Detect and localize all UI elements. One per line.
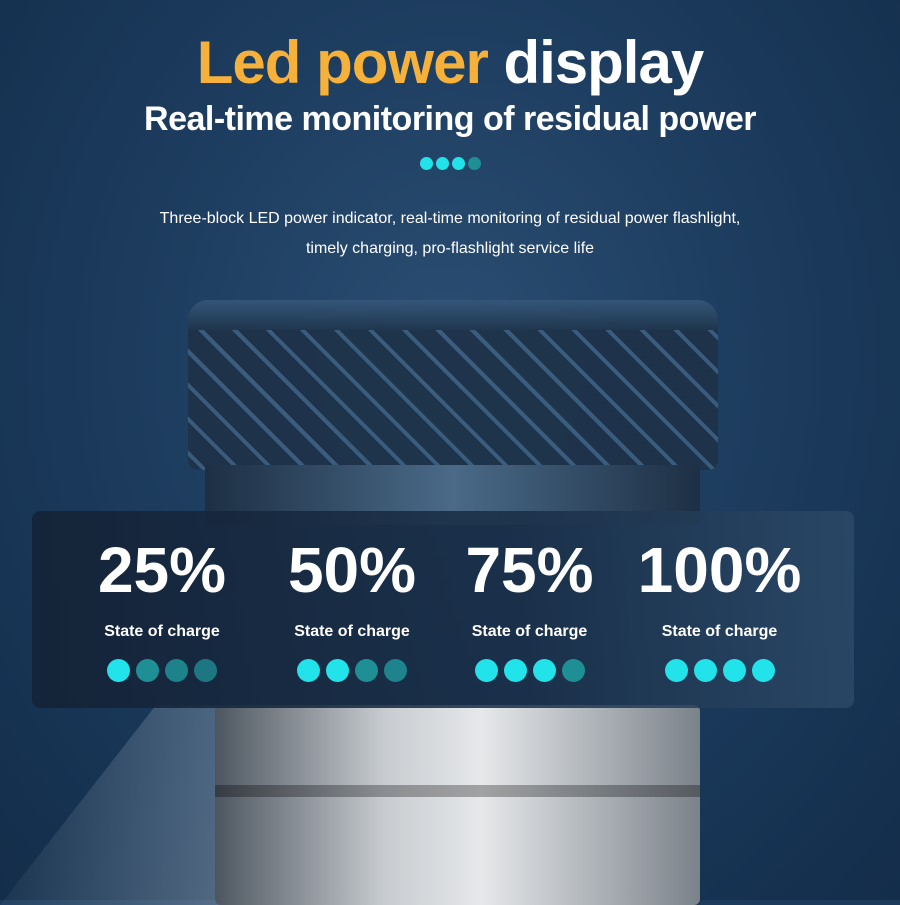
charge-state-100: 100% State of charge [627,511,812,682]
led-dot-on [326,659,349,682]
led-dot-on [693,659,717,682]
led-dot-on [451,157,465,170]
percent-value: 25% [97,534,227,606]
led-dot-on [664,659,688,682]
charge-state-75: 75% State of charge [447,511,612,682]
flashlight-knurled-body [188,300,718,470]
led-dot-on [503,659,527,682]
indicator-dots [272,659,432,682]
led-dot-on [297,659,320,682]
led-dot-on [435,157,449,170]
state-label: State of charge [471,623,588,640]
led-dot-off [136,659,159,682]
description: Three-block LED power indicator, real-ti… [0,204,900,264]
flashlight-head [215,705,700,905]
percent-value: 100% [637,534,802,606]
indicator-dots [82,659,242,682]
led-dot-on [419,157,433,170]
led-dot-off [355,659,378,682]
led-dot-on [474,659,498,682]
percent-value: 50% [287,534,417,606]
indicator-dots [627,659,812,682]
top-power-indicator [0,157,900,170]
charge-state-25: 25% State of charge [82,511,242,682]
charge-states-panel: 25% State of charge 50% State of charge 75… [32,511,854,708]
led-dot-off [561,659,585,682]
led-dot-off [194,659,217,682]
state-label: State of charge [661,623,778,640]
led-dot-off [384,659,407,682]
led-dot-off [165,659,188,682]
page-title: Led power display [0,28,900,97]
charge-state-50: 50% State of charge [272,511,432,682]
description-line-1: Three-block LED power indicator, real-ti… [159,210,741,227]
title-accent: Led power [196,29,489,96]
led-dot-on [107,659,130,682]
percent-value: 75% [465,534,594,606]
state-label: State of charge [294,623,410,640]
led-dot-on [532,659,556,682]
subtitle: Real-time monitoring of residual power [144,100,756,138]
led-dot-on [722,659,746,682]
indicator-dots [447,659,612,682]
led-dot-off [467,157,481,170]
led-dot-on [751,659,775,682]
state-label: State of charge [104,623,220,640]
title-main: display [503,29,704,96]
description-line-2: timely charging, pro-flashlight service … [305,240,595,257]
